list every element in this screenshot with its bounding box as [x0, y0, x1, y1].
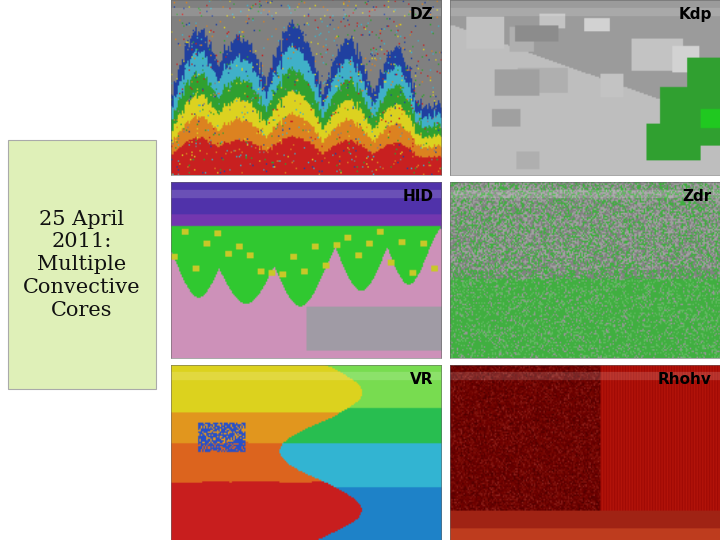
Text: HID: HID — [402, 190, 433, 204]
Text: 25 April
2011:
Multiple
Convective
Cores: 25 April 2011: Multiple Convective Cores — [23, 210, 141, 320]
Text: Rhohv: Rhohv — [658, 372, 712, 387]
Text: VR: VR — [410, 372, 433, 387]
Text: Zdr: Zdr — [683, 190, 712, 204]
FancyBboxPatch shape — [8, 140, 156, 389]
Text: Kdp: Kdp — [678, 7, 712, 22]
Text: DZ: DZ — [410, 7, 433, 22]
